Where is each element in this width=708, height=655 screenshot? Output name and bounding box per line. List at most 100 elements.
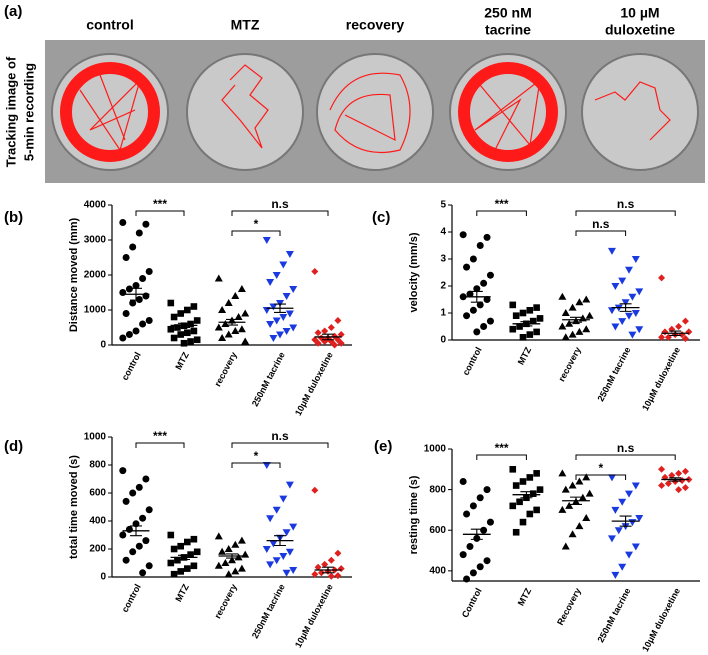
data-point — [558, 469, 567, 477]
panel-label: (a) — [4, 3, 22, 20]
data-point — [337, 565, 345, 573]
data-point — [279, 314, 288, 321]
data-point — [167, 325, 175, 333]
data-point — [614, 527, 623, 535]
data-point — [480, 279, 488, 287]
column-title: 10 µM — [620, 5, 659, 21]
data-point — [582, 325, 591, 333]
data-point — [536, 315, 544, 322]
data-point — [125, 525, 133, 533]
data-point — [658, 274, 666, 282]
data-point — [224, 545, 233, 552]
data-point — [631, 482, 640, 490]
data-point — [469, 306, 477, 314]
data-point — [575, 327, 584, 335]
significance-label: * — [598, 461, 603, 475]
data-point — [466, 542, 474, 550]
data-point — [170, 570, 178, 578]
data-point — [129, 243, 137, 251]
data-point — [314, 329, 322, 337]
significance-bracket — [135, 442, 185, 448]
y-tick-label: 600 — [89, 488, 106, 499]
data-point — [331, 341, 339, 349]
data-point — [519, 518, 527, 526]
data-point — [463, 312, 471, 320]
significance-bracket — [575, 230, 627, 236]
data-point — [237, 536, 246, 544]
data-point — [607, 307, 616, 315]
data-point — [266, 279, 275, 286]
data-point — [282, 293, 291, 300]
data-point — [285, 481, 294, 489]
data-point — [167, 299, 175, 307]
data-point — [486, 518, 494, 526]
sem-bar — [470, 528, 483, 540]
data-point — [321, 327, 329, 335]
data-point — [664, 480, 672, 488]
sem-bar — [669, 477, 682, 482]
data-point — [681, 484, 689, 492]
data-point — [193, 317, 201, 324]
data-point — [231, 540, 240, 548]
data-point — [129, 299, 137, 307]
data-point — [516, 323, 523, 330]
data-point — [476, 242, 484, 249]
x-tick-label: 250nM tacrine — [595, 345, 632, 403]
data-point — [611, 506, 620, 514]
sem-bar — [322, 333, 334, 341]
data-point — [231, 567, 240, 575]
data-point — [282, 328, 291, 335]
significance-label: *** — [153, 429, 167, 443]
x-tick-label: 250nM tacrine — [250, 350, 287, 408]
y-tick-label: 800 — [429, 484, 446, 495]
data-point — [469, 569, 477, 577]
significance-label: *** — [153, 197, 167, 211]
data-point — [585, 311, 594, 319]
significance-bracket — [575, 210, 676, 216]
data-point — [190, 535, 198, 543]
data-point — [142, 292, 150, 300]
data-point — [337, 331, 345, 338]
data-point — [533, 328, 540, 336]
x-tick-label: 250nM tacrine — [595, 586, 632, 644]
significance-bracket — [135, 210, 185, 216]
x-tick-label: recovery — [212, 582, 238, 620]
data-point — [289, 567, 298, 574]
data-point — [675, 323, 683, 330]
data-point — [266, 561, 275, 569]
data-point — [561, 309, 570, 316]
data-point — [480, 323, 488, 330]
data-point — [289, 324, 298, 332]
data-point — [668, 325, 676, 333]
significance-bracket — [476, 454, 527, 460]
data-point — [266, 515, 275, 523]
data-point — [681, 317, 689, 325]
data-point — [272, 317, 281, 325]
data-point — [314, 563, 322, 571]
sem-bar — [274, 303, 286, 313]
y-tick-label: 400 — [429, 565, 446, 576]
data-point — [269, 335, 278, 342]
sem-bar — [669, 330, 682, 336]
data-point — [463, 510, 471, 518]
data-point — [180, 339, 188, 347]
data-point — [135, 483, 143, 491]
data-point — [512, 312, 520, 319]
data-point — [611, 323, 620, 331]
data-point — [218, 306, 227, 313]
data-point — [184, 538, 191, 546]
y-tick-label: 0 — [100, 572, 106, 583]
data-point — [621, 299, 630, 307]
data-point — [459, 231, 467, 239]
data-point — [635, 515, 644, 523]
data-point — [675, 486, 683, 494]
column-title: control — [86, 17, 133, 33]
data-point — [241, 309, 250, 317]
significance-bracket — [575, 454, 676, 460]
x-tick-label: MTZ — [516, 345, 534, 366]
data-point — [184, 565, 191, 572]
data-point — [681, 467, 689, 475]
data-point — [237, 325, 246, 333]
sem-bar — [130, 525, 142, 537]
